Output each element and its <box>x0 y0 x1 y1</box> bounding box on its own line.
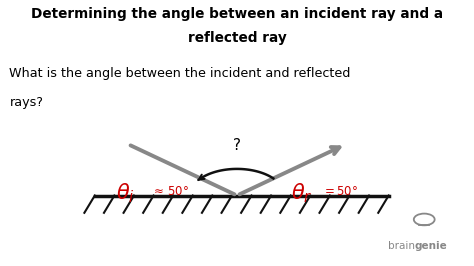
Text: $\approx\,50°$: $\approx\,50°$ <box>151 185 189 198</box>
Text: $\theta_i$: $\theta_i$ <box>116 181 134 205</box>
Text: Determining the angle between an incident ray and a: Determining the angle between an inciden… <box>31 7 443 21</box>
Text: genie: genie <box>415 241 447 251</box>
Text: ?: ? <box>233 138 241 153</box>
Text: reflected ray: reflected ray <box>188 31 286 45</box>
Text: What is the angle between the incident and reflected: What is the angle between the incident a… <box>9 66 351 80</box>
Text: brain: brain <box>388 241 415 251</box>
Text: $\theta_r$: $\theta_r$ <box>291 181 312 205</box>
Text: $=50°$: $=50°$ <box>321 185 358 198</box>
Text: rays?: rays? <box>9 96 44 109</box>
